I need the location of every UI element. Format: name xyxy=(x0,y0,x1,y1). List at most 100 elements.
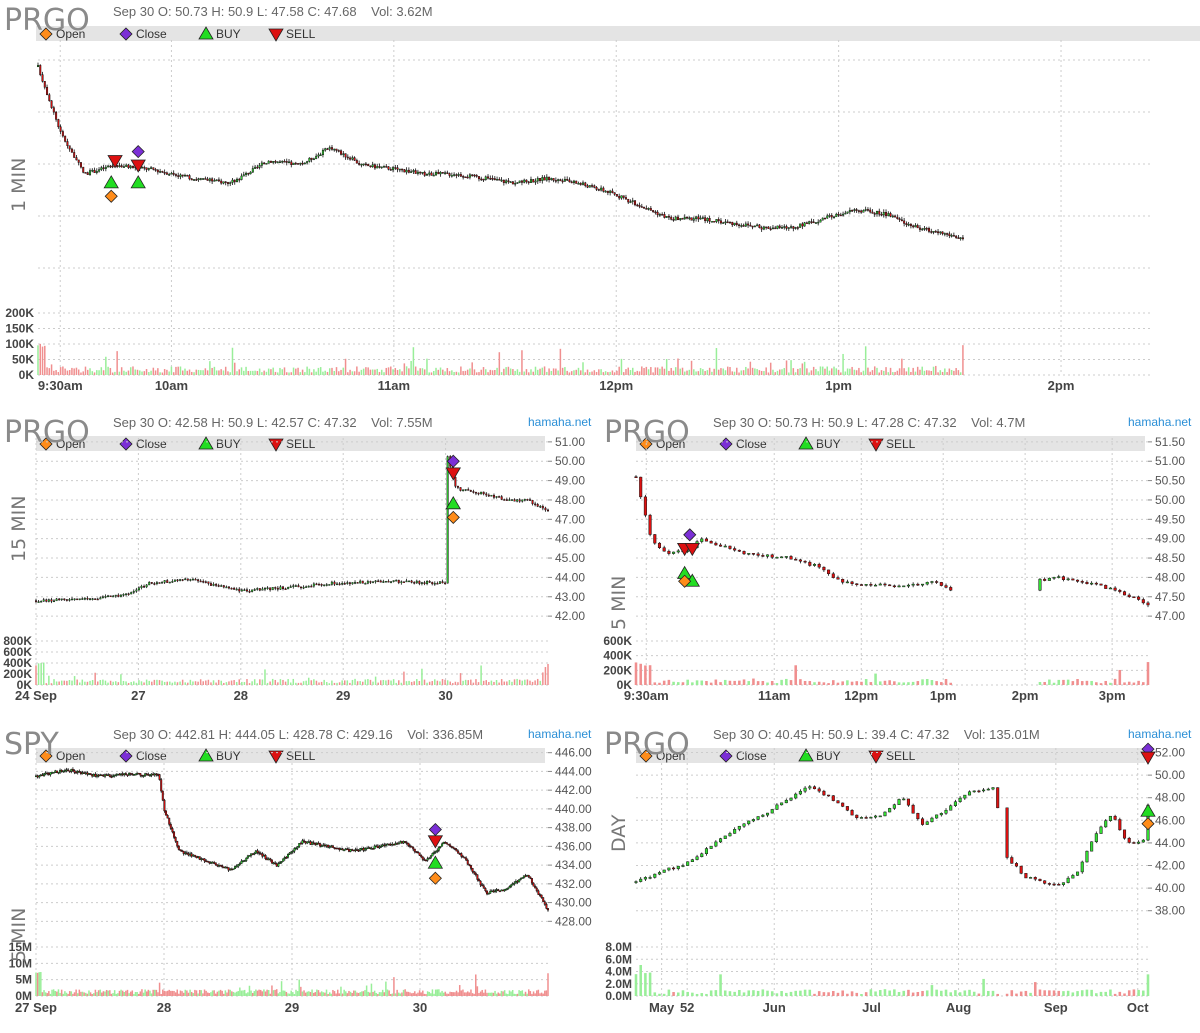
y-tick-label: 48.00 xyxy=(1155,791,1185,805)
candle-body xyxy=(784,799,788,804)
volume-bar xyxy=(914,371,917,375)
volume-bar xyxy=(362,991,365,996)
volume-bar xyxy=(323,679,325,685)
candle-body xyxy=(370,848,373,850)
candle-body xyxy=(54,770,57,773)
candle-body xyxy=(352,849,355,852)
volume-bar xyxy=(208,993,211,996)
volume-bar xyxy=(1123,993,1126,996)
volume-bar xyxy=(122,680,125,685)
candle-body xyxy=(288,852,291,855)
header-date: Sep 30 xyxy=(713,415,755,430)
candle-body xyxy=(336,583,339,586)
y-tick-label: 46.00 xyxy=(1155,813,1185,827)
x-tick-label: 24 Sep xyxy=(15,688,57,703)
candle-body xyxy=(864,584,868,586)
candle-body xyxy=(331,845,334,848)
volume-bar xyxy=(1076,679,1079,685)
volume-bar xyxy=(293,993,296,996)
volume-bar xyxy=(374,369,376,375)
volume-bar xyxy=(248,985,251,996)
candle-body xyxy=(396,843,399,845)
volume-bar xyxy=(475,974,477,996)
volume-bar xyxy=(215,370,218,375)
candle-body xyxy=(132,590,135,593)
candle-body xyxy=(516,182,519,184)
candle-body xyxy=(125,164,128,167)
candle-body xyxy=(526,875,529,877)
header-volume: Vol: 135.01M xyxy=(963,727,1040,742)
candle-body xyxy=(864,817,868,819)
volume-bar xyxy=(405,366,408,375)
candle-body xyxy=(173,579,176,582)
volume-bar xyxy=(213,990,215,996)
candle-body xyxy=(706,218,709,222)
volume-bar xyxy=(399,369,401,375)
candle-body xyxy=(796,227,799,229)
volume-bar xyxy=(1066,679,1070,685)
volume-bar xyxy=(1132,989,1136,996)
candle-body xyxy=(474,872,477,875)
candle-body xyxy=(761,555,765,557)
candle-body xyxy=(387,166,390,170)
candle-body xyxy=(1061,576,1065,580)
candle-body xyxy=(84,772,87,774)
candle-body xyxy=(64,135,67,142)
candle-body xyxy=(803,787,807,792)
volume-bar xyxy=(311,989,313,996)
volume-bar xyxy=(902,682,906,685)
volume-bar xyxy=(142,992,145,996)
volume-bar xyxy=(540,992,543,996)
candle-body xyxy=(297,163,300,165)
volume-bar xyxy=(526,993,528,996)
candle-body xyxy=(1113,587,1117,591)
x-tick-label: 27 Sep xyxy=(15,1000,57,1015)
candle-body xyxy=(295,847,298,850)
volume-bar xyxy=(844,371,847,375)
volume-bar xyxy=(423,679,426,685)
volume-bar xyxy=(360,369,363,375)
candle-body xyxy=(279,586,282,590)
volume-bar xyxy=(264,669,266,685)
legend-label-buy: BUY xyxy=(216,437,241,451)
candle-body xyxy=(690,217,693,221)
volume-bar xyxy=(177,366,179,375)
candle-body xyxy=(148,582,151,586)
volume-bar xyxy=(1132,682,1136,685)
candle-body xyxy=(137,587,140,591)
volume-bar xyxy=(428,681,431,685)
candle-body xyxy=(91,774,94,777)
volume-bar xyxy=(351,992,353,996)
candle-body xyxy=(215,179,218,182)
candle-body xyxy=(327,844,330,848)
header-date: Sep 30 xyxy=(113,727,155,742)
volume-bar xyxy=(487,992,490,996)
volume-bar xyxy=(483,992,485,996)
candle-body xyxy=(902,798,906,801)
candle-body xyxy=(805,222,808,225)
volume-bar xyxy=(390,680,392,685)
candle-body xyxy=(283,160,286,163)
volume-bar xyxy=(159,372,161,375)
volume-bar xyxy=(235,991,238,996)
volume-bar xyxy=(210,682,212,685)
candle-body xyxy=(1094,582,1098,585)
candle-body xyxy=(539,178,542,181)
candle-body xyxy=(448,173,451,176)
candle-body xyxy=(163,172,166,174)
candle-body xyxy=(145,773,148,775)
candle-body xyxy=(405,842,408,844)
volume-bar xyxy=(279,991,281,996)
volume-bar xyxy=(523,371,525,375)
volume-bar xyxy=(808,989,812,996)
volume-bar xyxy=(681,682,685,685)
volume-bar xyxy=(695,680,699,685)
volume-bar xyxy=(380,992,382,996)
volume-bar xyxy=(524,679,526,685)
volume-bar xyxy=(421,368,424,375)
volume-bar xyxy=(165,991,167,996)
volume-bar xyxy=(457,992,459,996)
volume-bar xyxy=(91,994,93,996)
volume-bar xyxy=(197,681,199,685)
volume-bar xyxy=(338,682,341,685)
